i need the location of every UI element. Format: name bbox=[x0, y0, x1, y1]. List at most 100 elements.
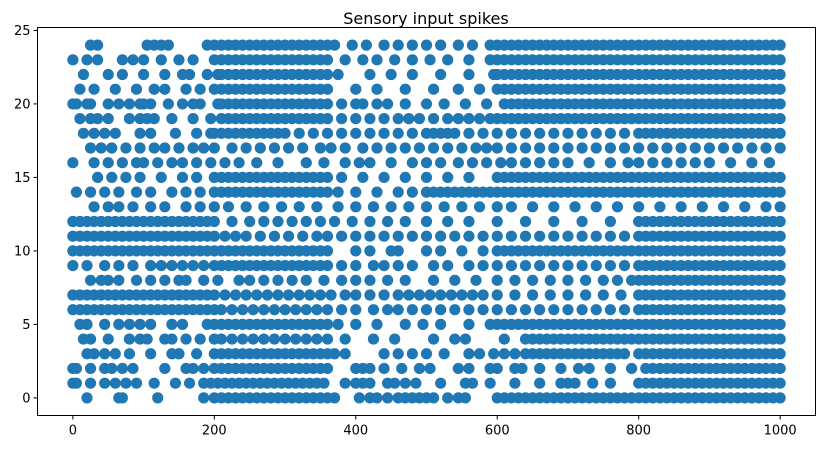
spike-point bbox=[219, 230, 231, 242]
spike-point bbox=[205, 157, 217, 169]
spike-point bbox=[300, 304, 312, 316]
spike-point bbox=[417, 318, 429, 330]
x-tick-label: 0 bbox=[69, 424, 77, 439]
spike-point bbox=[456, 142, 468, 154]
spike-point bbox=[519, 157, 532, 169]
spike-point bbox=[84, 274, 97, 286]
spike-point bbox=[201, 68, 213, 81]
spike-point bbox=[357, 171, 369, 184]
spike-point bbox=[321, 333, 334, 345]
spike-point bbox=[109, 127, 121, 139]
spike-point bbox=[746, 142, 758, 154]
spike-point bbox=[774, 215, 786, 228]
spike-point bbox=[435, 157, 447, 169]
spike-point bbox=[392, 127, 404, 139]
spike-point bbox=[88, 348, 100, 360]
spike-point bbox=[321, 362, 334, 375]
spike-point bbox=[187, 259, 199, 272]
spike-point bbox=[350, 127, 362, 139]
spike-point bbox=[99, 318, 111, 330]
spike-point bbox=[350, 186, 362, 198]
spike-point bbox=[240, 142, 252, 154]
spike-point bbox=[102, 157, 114, 169]
spike-point bbox=[378, 113, 390, 125]
spike-point bbox=[176, 157, 189, 169]
spike-point bbox=[127, 54, 139, 66]
spike-point bbox=[420, 304, 433, 316]
spike-point bbox=[442, 215, 454, 228]
spike-point bbox=[272, 289, 284, 301]
spike-point bbox=[399, 215, 411, 228]
spike-point bbox=[590, 127, 602, 139]
spike-point bbox=[406, 259, 418, 272]
spike-point bbox=[67, 259, 79, 272]
spike-point bbox=[505, 157, 517, 169]
spike-point bbox=[180, 186, 192, 198]
spike-point bbox=[463, 318, 475, 330]
spike-point bbox=[364, 127, 376, 139]
spike-point bbox=[406, 127, 418, 139]
spike-point bbox=[293, 201, 305, 213]
spike-point bbox=[282, 142, 295, 154]
spike-point bbox=[198, 392, 210, 404]
spike-point bbox=[272, 274, 284, 286]
spike-point bbox=[173, 54, 185, 66]
spike-point bbox=[590, 304, 602, 316]
spike-point bbox=[88, 83, 100, 95]
spike-point bbox=[505, 230, 517, 242]
spike-point bbox=[321, 304, 334, 316]
spike-point bbox=[604, 157, 616, 169]
spike-point bbox=[403, 289, 415, 301]
spike-point bbox=[399, 274, 411, 286]
spike-point bbox=[198, 142, 210, 154]
spike-point bbox=[534, 230, 546, 242]
spike-point bbox=[155, 54, 167, 66]
spike-point bbox=[173, 348, 185, 360]
spike-point bbox=[247, 304, 259, 316]
spike-point bbox=[611, 274, 624, 286]
spike-point bbox=[604, 362, 616, 375]
spike-point bbox=[166, 157, 178, 169]
spike-point bbox=[548, 304, 560, 316]
spike-point bbox=[763, 157, 776, 169]
spike-point bbox=[226, 142, 238, 154]
y-axis-ticks: 0 5 10 15 20 25 bbox=[14, 24, 38, 406]
spike-point bbox=[328, 215, 341, 228]
spike-point bbox=[74, 113, 86, 125]
spike-point bbox=[618, 348, 631, 360]
spike-point bbox=[435, 377, 447, 389]
spike-point bbox=[389, 54, 401, 66]
spike-point bbox=[120, 377, 132, 389]
spike-point bbox=[597, 289, 609, 301]
spike-point bbox=[491, 289, 503, 301]
spike-point bbox=[350, 113, 362, 125]
spike-point bbox=[618, 127, 631, 139]
spike-point bbox=[113, 201, 125, 213]
spike-point bbox=[403, 113, 415, 125]
spike-point bbox=[371, 186, 383, 198]
spike-point bbox=[519, 230, 532, 242]
spike-point bbox=[442, 113, 454, 125]
spike-point bbox=[435, 289, 447, 301]
spike-point bbox=[84, 333, 97, 345]
spike-point bbox=[604, 215, 616, 228]
spike-point bbox=[477, 127, 489, 139]
plot-frame bbox=[37, 27, 816, 416]
spike-point bbox=[505, 259, 517, 272]
spike-point bbox=[456, 245, 468, 257]
spike-point bbox=[420, 348, 433, 360]
spike-point bbox=[145, 201, 157, 213]
spike-point bbox=[435, 245, 447, 257]
spike-point bbox=[526, 289, 539, 301]
spike-point bbox=[406, 39, 418, 51]
spike-point bbox=[95, 142, 107, 154]
spike-point bbox=[81, 54, 93, 66]
spike-point bbox=[548, 259, 560, 272]
spike-point bbox=[569, 201, 581, 213]
spike-point bbox=[463, 127, 475, 139]
spike-point bbox=[449, 230, 461, 242]
spike-point bbox=[364, 157, 376, 169]
spike-point bbox=[357, 54, 369, 66]
spike-point bbox=[562, 304, 574, 316]
spike-point bbox=[505, 304, 517, 316]
